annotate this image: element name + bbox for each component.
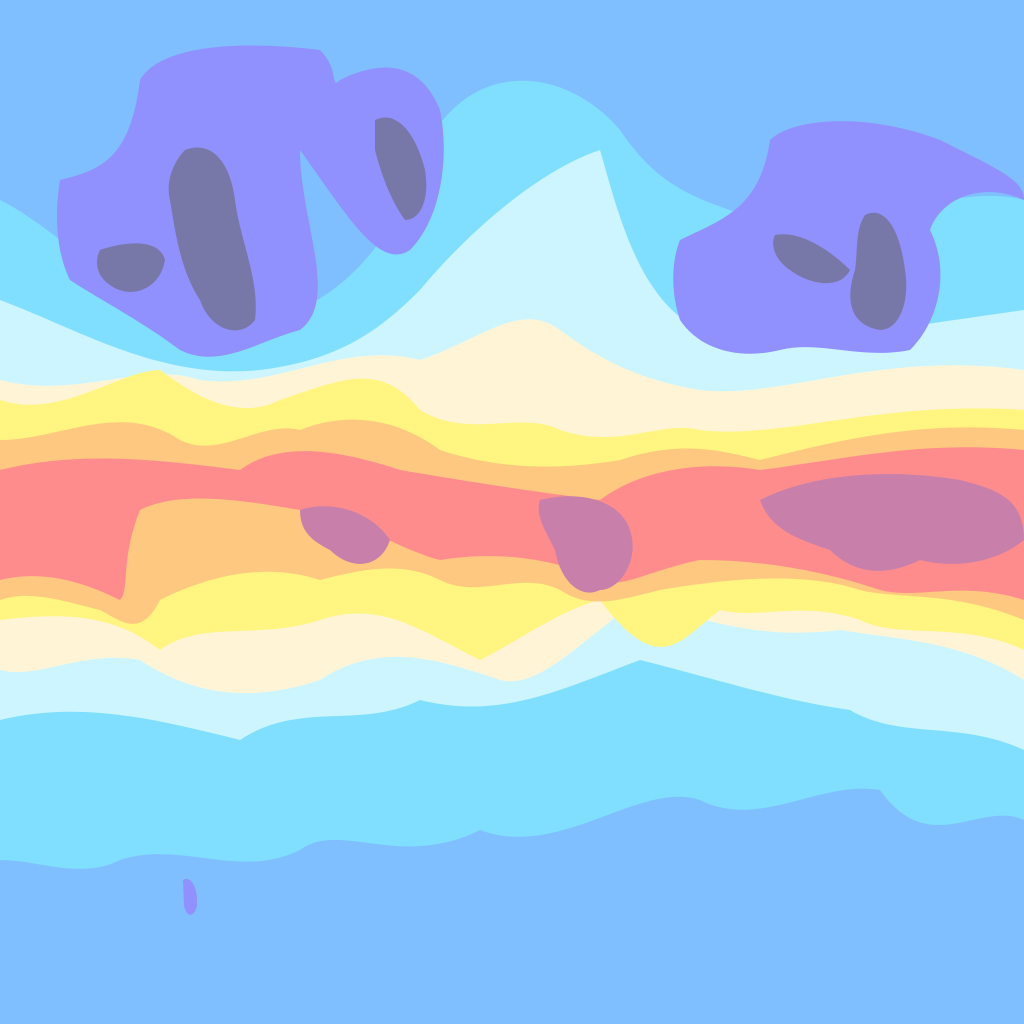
hottest-region-west: [300, 506, 390, 564]
coldest-region-west-1: [168, 147, 256, 331]
hot-band: [0, 447, 1024, 600]
hottest-region-africa: [538, 496, 633, 593]
coldest-region-east-2: [773, 234, 850, 284]
coldest-region-west-2: [97, 243, 165, 292]
very-cold-region-east: [673, 121, 1024, 354]
hottest-region-asia: [760, 474, 1024, 571]
coldest-region-west-3: [375, 117, 427, 220]
very-cold-spot-south: [183, 879, 198, 915]
coldest-region-east-1: [850, 212, 907, 330]
